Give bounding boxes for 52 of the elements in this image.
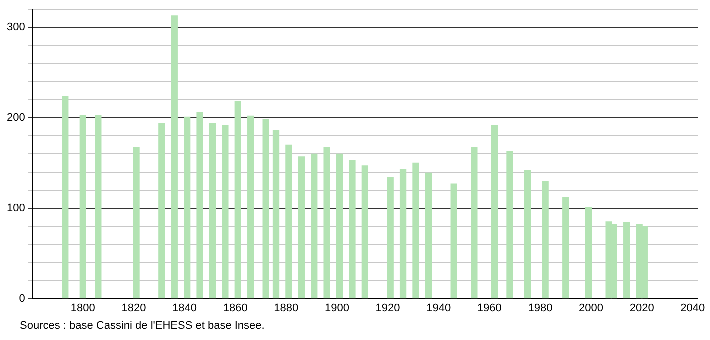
x-tick-label: 1960	[477, 302, 502, 314]
bar	[171, 16, 178, 299]
y-tick-label: 0	[19, 292, 26, 305]
bar	[248, 116, 254, 299]
bar	[133, 148, 140, 299]
bar	[158, 123, 166, 299]
x-tick-label: 1900	[324, 302, 350, 314]
bar	[62, 96, 69, 299]
x-tick-label: 1820	[122, 302, 146, 314]
bar	[272, 130, 280, 299]
bar	[80, 115, 86, 299]
bar	[336, 154, 344, 299]
y-tick-label: 100	[6, 202, 26, 214]
bar	[387, 177, 394, 299]
bar	[95, 115, 102, 299]
bar	[184, 116, 191, 299]
bar	[324, 148, 330, 299]
bar	[400, 169, 407, 299]
bar	[311, 154, 318, 299]
x-tick-label: 1860	[223, 302, 248, 314]
bar	[471, 148, 478, 299]
x-tick-label: 1840	[172, 302, 198, 314]
bar	[524, 170, 532, 299]
bar	[209, 123, 216, 299]
y-tick-label: 200	[6, 112, 26, 124]
x-tick-label: 2040	[680, 302, 706, 314]
bar	[450, 184, 458, 299]
x-tick-label: 1880	[274, 302, 299, 314]
bar	[298, 156, 305, 299]
x-tick-label: 1920	[376, 302, 400, 314]
bar	[234, 101, 242, 299]
bar	[286, 144, 292, 299]
x-tick-label: 1980	[528, 302, 553, 314]
bar	[542, 180, 549, 299]
bar	[425, 172, 432, 299]
bar	[585, 207, 592, 299]
bar	[506, 151, 514, 299]
bar	[262, 120, 270, 299]
x-tick-label: 2020	[630, 302, 654, 314]
bar	[196, 112, 204, 299]
source-note: Sources : base Cassini de l'EHESS et base Insee.	[20, 320, 265, 332]
x-tick-label: 2000	[579, 302, 604, 314]
y-tick-label: 300	[6, 22, 26, 34]
bar	[491, 124, 498, 299]
x-tick-label: 1940	[426, 302, 452, 314]
bar	[222, 124, 229, 299]
x-tick-label: 1800	[70, 302, 96, 314]
bar	[362, 166, 369, 299]
bar	[562, 197, 570, 299]
bar	[349, 160, 356, 299]
bar	[624, 222, 630, 299]
bar	[412, 162, 420, 299]
